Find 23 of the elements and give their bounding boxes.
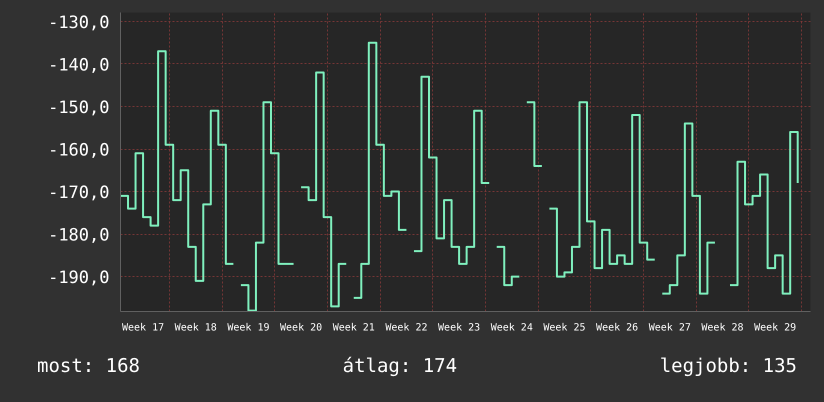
- x-tick-label: Week 23: [438, 322, 480, 334]
- x-tick-label: Week 19: [227, 322, 270, 334]
- x-tick-label: Week 29: [754, 322, 796, 334]
- x-tick-label: Week 27: [648, 322, 691, 334]
- x-tick-label: Week 26: [596, 322, 638, 334]
- text: legjobb: 135: [660, 354, 797, 379]
- y-tick-label: -160,0: [48, 140, 110, 161]
- text: most: 168: [37, 354, 140, 379]
- x-tick-label: Week 24: [490, 322, 533, 334]
- y-tick-label: -150,0: [48, 98, 110, 118]
- y-tick-label: -140,0: [48, 55, 110, 76]
- y-tick-label: -190,0: [48, 268, 110, 288]
- text: átlag: 174: [342, 354, 458, 379]
- x-tick-label: Week 28: [701, 322, 744, 334]
- x-tick-label: Week 17: [122, 322, 164, 334]
- y-tick-label: -180,0: [48, 226, 110, 246]
- x-tick-label: Week 18: [174, 322, 217, 334]
- y-tick-label: -130,0: [48, 12, 110, 33]
- x-tick-label: Week 20: [280, 322, 322, 334]
- x-tick-label: Week 21: [332, 322, 375, 334]
- y-tick-label: -170,0: [48, 183, 110, 204]
- x-tick-label: Week 22: [385, 322, 428, 334]
- x-tick-label: Week 25: [543, 322, 586, 334]
